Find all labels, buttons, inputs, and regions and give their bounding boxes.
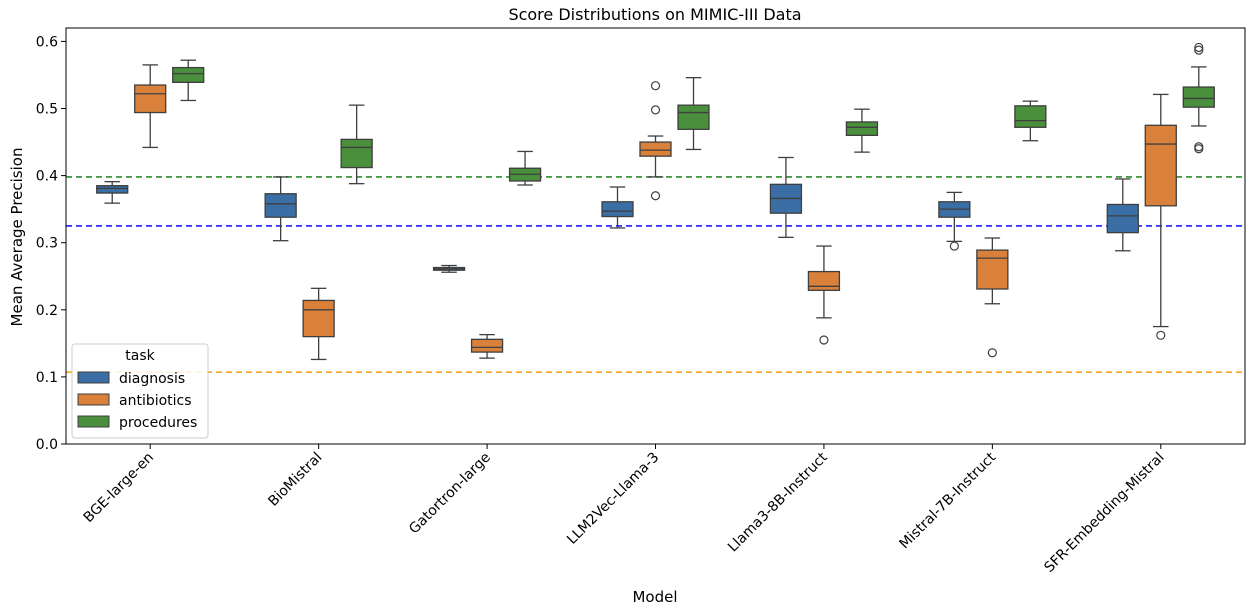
box-diagnosis-5 <box>938 191 971 251</box>
x-tick-label: Gatortron-large <box>406 450 494 538</box>
box-body <box>264 193 297 218</box>
outlier-point <box>650 191 661 201</box>
box-antibiotics-0 <box>134 64 167 149</box>
box-diagnosis-4 <box>769 156 803 238</box>
outlier-point <box>650 81 661 91</box>
box-antibiotics-6 <box>1144 93 1177 340</box>
legend-swatch-diagnosis <box>77 371 110 384</box>
box-antibiotics-3 <box>639 81 672 201</box>
plot-frame <box>65 27 1246 445</box>
y-tick-label: 0.0 <box>36 437 58 453</box>
outlier-point <box>1156 330 1166 340</box>
y-axis-label: Mean Average Precision <box>8 148 26 327</box>
box-procedures-0 <box>172 59 205 102</box>
chart-title: Score Distributions on MIMIC-III Data <box>508 5 801 24</box>
box-body <box>1182 86 1215 108</box>
legend-label-diagnosis: diagnosis <box>119 371 185 387</box>
box-body <box>807 270 841 291</box>
x-tick-label: SFR-Embedding-Mistral <box>1041 450 1167 576</box>
box-body <box>134 84 167 114</box>
box-diagnosis-2 <box>432 264 466 273</box>
legend-title: task <box>125 348 155 364</box>
y-tick-label: 0.2 <box>36 303 58 319</box>
box-procedures-4 <box>845 108 879 153</box>
outlier-point <box>949 241 959 251</box>
box-antibiotics-5 <box>976 237 1009 358</box>
box-body <box>96 185 129 194</box>
box-diagnosis-3 <box>601 186 634 229</box>
box-procedures-2 <box>508 150 542 186</box>
legend-swatch-antibiotics <box>77 393 110 406</box>
outlier-point <box>987 348 997 358</box>
box-body <box>601 201 634 218</box>
box-antibiotics-2 <box>470 333 504 359</box>
box-diagnosis-6 <box>1106 178 1139 252</box>
x-tick-label: Mistral-7B-Instruct <box>897 449 1000 552</box>
box-body <box>340 138 373 169</box>
y-tick-label: 0.6 <box>36 34 58 50</box>
y-tick-label: 0.4 <box>36 169 58 185</box>
box-body <box>1144 124 1177 207</box>
x-tick-label: BGE-large-en <box>81 450 157 526</box>
box-body <box>677 104 710 130</box>
box-body <box>470 338 504 353</box>
box-body <box>845 121 879 137</box>
legend-label-procedures: procedures <box>119 415 197 431</box>
box-body <box>172 66 205 83</box>
legend-label-antibiotics: antibiotics <box>119 393 192 409</box>
y-tick-label: 0.5 <box>36 102 58 118</box>
legend: task diagnosis antibiotics procedures <box>71 343 209 439</box>
box-antibiotics-4 <box>807 245 841 345</box>
outlier-point <box>1194 42 1204 53</box>
legend-box <box>71 343 209 439</box>
outlier-point <box>1194 142 1204 152</box>
plot-area: 0.0 0.1 0.2 0.3 0.4 0.5 0.6 BGE-large-en BioMist… <box>36 27 1246 576</box>
x-tick-label: BioMistral <box>265 450 325 510</box>
outlier-point <box>650 105 661 115</box>
legend-swatch-procedures <box>77 415 110 428</box>
box-procedures-1 <box>340 104 373 185</box>
x-tick-label: Llama3-8B-Instruct <box>725 449 831 555</box>
box-body <box>639 141 672 157</box>
box-body <box>976 249 1009 290</box>
box-procedures-3 <box>677 77 710 151</box>
box-diagnosis-1 <box>264 176 297 242</box>
box-procedures-6 <box>1182 42 1215 154</box>
y-tick-label: 0.3 <box>36 236 58 252</box>
outlier-point <box>1194 45 1204 55</box>
y-tick-label: 0.1 <box>36 370 58 386</box>
box-antibiotics-1 <box>302 287 335 361</box>
x-tick-label: LLM2Vec-Llama-3 <box>564 450 662 548</box>
outlier-point <box>819 335 829 345</box>
box-body <box>302 299 335 338</box>
box-diagnosis-0 <box>96 181 129 204</box>
box-body <box>1014 105 1047 128</box>
box-procedures-5 <box>1014 100 1047 142</box>
box-body <box>1106 203 1139 234</box>
x-axis-label: Model <box>632 588 677 606</box>
